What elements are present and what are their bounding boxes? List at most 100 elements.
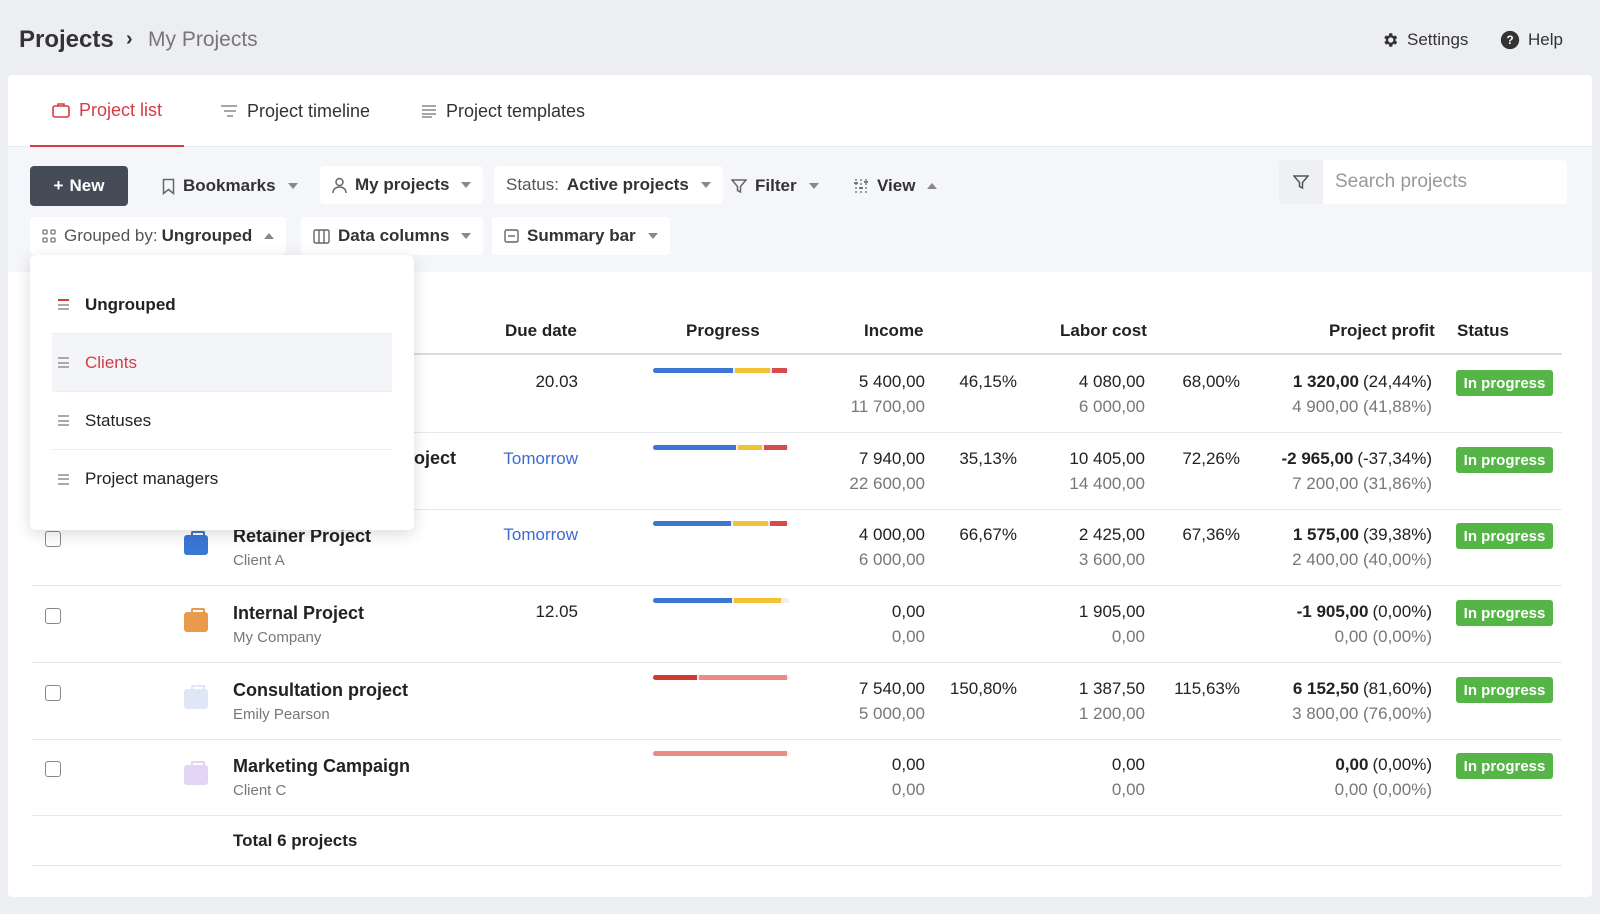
grouped-by-dropdown[interactable]: Grouped by: Ungrouped: [30, 217, 287, 255]
progress-segment: [653, 445, 737, 450]
header-income[interactable]: Income: [864, 321, 924, 340]
row-checkbox[interactable]: [45, 608, 61, 624]
help-link[interactable]: ? Help: [1500, 30, 1563, 50]
profit-value: 0,00: [1335, 755, 1369, 774]
my-projects-dropdown[interactable]: My projects: [320, 166, 484, 204]
search-box: [1279, 160, 1567, 204]
status-prefix: Status:: [506, 175, 559, 194]
grid-icon: [42, 229, 56, 243]
progress-segment: [698, 675, 787, 680]
labor-cost-value: 0,00: [1111, 755, 1145, 774]
due-date: 12.05: [535, 602, 578, 621]
profit-planned: 2 400,00 (40,00%): [1292, 550, 1432, 569]
new-button[interactable]: + New: [30, 166, 128, 206]
tab-project-timeline[interactable]: Project timeline: [198, 75, 392, 147]
sliders-icon: [854, 179, 868, 193]
list-icon: [58, 473, 69, 485]
bookmarks-dropdown[interactable]: Bookmarks: [150, 167, 310, 205]
tab-label: Project templates: [446, 100, 586, 121]
menu-item-project-managers[interactable]: Project managers: [52, 450, 392, 508]
header-due-date[interactable]: Due date: [505, 321, 577, 340]
row-checkbox[interactable]: [45, 531, 61, 547]
data-columns-label: Data columns: [338, 226, 450, 245]
row-checkbox[interactable]: [45, 685, 61, 701]
profit-planned: 7 200,00 (31,86%): [1292, 474, 1432, 493]
project-name[interactable]: Consultation project: [233, 680, 408, 700]
filter-label: Filter: [755, 176, 797, 195]
project-name[interactable]: Retainer Project: [233, 526, 372, 546]
chevron-down-icon: [461, 182, 472, 188]
row-divider: [32, 815, 1562, 816]
summary-icon: [504, 229, 519, 243]
tab-project-list[interactable]: Project list: [30, 75, 185, 147]
filter-dropdown[interactable]: Filter: [719, 167, 831, 205]
svg-text:?: ?: [1506, 34, 1513, 47]
search-filter-button[interactable]: [1279, 160, 1323, 204]
project-name[interactable]: Marketing Campaign: [233, 756, 411, 776]
project-name[interactable]: oject: [414, 448, 457, 468]
status-badge[interactable]: In progress: [1456, 753, 1553, 779]
breadcrumb-root[interactable]: Projects: [19, 26, 114, 53]
search-input[interactable]: [1323, 171, 1563, 193]
progress-segment: [653, 521, 731, 526]
profit-value: 1 320,00: [1292, 372, 1360, 391]
grouped-value: Ungrouped: [161, 226, 253, 245]
summary-bar-label: Summary bar: [527, 226, 636, 245]
progress-segment: [653, 675, 697, 680]
view-dropdown[interactable]: View: [841, 167, 949, 205]
list-icon: [58, 415, 69, 426]
status-badge[interactable]: In progress: [1456, 523, 1553, 549]
menu-item-ungrouped[interactable]: Ungrouped: [52, 276, 392, 334]
labor-cost-planned: 3 600,00: [1078, 550, 1145, 569]
project-client: Emily Pearson: [233, 706, 330, 723]
menu-item-clients[interactable]: Clients: [52, 334, 392, 392]
new-label: New: [69, 176, 105, 195]
menu-item-label: Ungrouped: [85, 294, 176, 314]
summary-bar-dropdown[interactable]: Summary bar: [492, 217, 670, 255]
settings-link[interactable]: Settings: [1381, 30, 1468, 50]
income-planned: 6 000,00: [858, 550, 925, 569]
tab-label: Project list: [79, 99, 163, 120]
header-progress[interactable]: Progress: [686, 321, 760, 340]
status-badge[interactable]: In progress: [1456, 600, 1553, 626]
profit-percent: (-37,34%): [1357, 449, 1432, 468]
data-columns-dropdown[interactable]: Data columns: [301, 217, 484, 255]
list-icon: [422, 105, 436, 118]
income-value: 0,00: [891, 602, 925, 621]
project-client: Client C: [233, 782, 287, 799]
total-label: Total 6 projects: [233, 831, 358, 850]
profit-planned: 4 900,00 (41,88%): [1292, 397, 1432, 416]
income-planned: 5 000,00: [858, 704, 925, 723]
profit-value: -2 965,00: [1281, 449, 1354, 468]
status-badge[interactable]: In progress: [1456, 370, 1553, 396]
status-dropdown[interactable]: Status: Active projects: [494, 166, 723, 204]
profit-value-group: -1 905,00 (0,00%): [1297, 602, 1432, 622]
project-name[interactable]: Internal Project: [233, 603, 365, 623]
income-percent: 35,13%: [959, 449, 1017, 468]
progress-segment: [772, 368, 787, 373]
labor-cost-planned: 14 400,00: [1069, 474, 1145, 493]
header-project-profit[interactable]: Project profit: [1329, 321, 1435, 340]
status-badge[interactable]: In progress: [1456, 677, 1553, 703]
row-checkbox[interactable]: [45, 761, 61, 777]
profit-value-group: 1 320,00 (24,44%): [1293, 372, 1432, 392]
chevron-down-icon: [700, 182, 711, 188]
profit-planned: 0,00 (0,00%): [1334, 627, 1432, 646]
labor-cost-planned: 1 200,00: [1078, 704, 1145, 723]
status-badge[interactable]: In progress: [1456, 447, 1553, 473]
progress-bar: [653, 675, 789, 680]
profit-value-group: -2 965,00 (-37,34%): [1282, 449, 1432, 469]
due-date[interactable]: Tomorrow: [503, 525, 578, 544]
labor-cost-percent: 115,63%: [1174, 679, 1240, 698]
header-labor-cost[interactable]: Labor cost: [1060, 321, 1147, 340]
progress-segment: [732, 521, 768, 526]
tab-project-templates[interactable]: Project templates: [399, 75, 607, 147]
progress-segment: [653, 751, 787, 756]
project-client: Client A: [233, 552, 285, 569]
menu-item-statuses[interactable]: Statuses: [52, 392, 392, 450]
due-date[interactable]: Tomorrow: [503, 449, 578, 468]
header-status[interactable]: Status: [1457, 321, 1509, 340]
labor-cost-percent: 68,00%: [1182, 372, 1240, 391]
gear-icon: [1384, 33, 1398, 47]
status-value: Active projects: [566, 175, 689, 194]
